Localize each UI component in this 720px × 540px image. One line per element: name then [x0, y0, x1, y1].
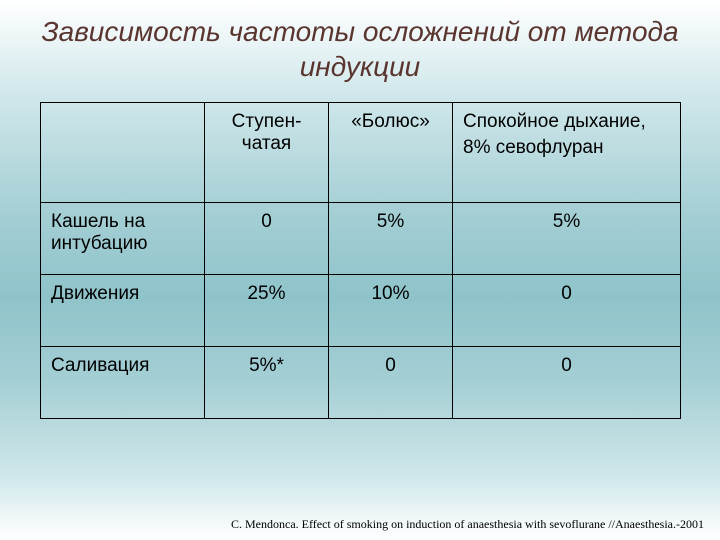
row-val: 0: [453, 347, 681, 419]
table-header-row: Ступен-чатая «Болюс» Спокойное дыхание, …: [41, 103, 681, 203]
complications-table: Ступен-чатая «Болюс» Спокойное дыхание, …: [40, 102, 681, 419]
row-label: Кашель на интубацию: [41, 203, 205, 275]
citation-text: C. Mendonca. Effect of smoking on induct…: [231, 517, 704, 532]
row-val: 25%: [205, 275, 329, 347]
row-val: 0: [205, 203, 329, 275]
row-val: 5%*: [205, 347, 329, 419]
complications-table-wrap: Ступен-чатая «Болюс» Спокойное дыхание, …: [40, 102, 680, 419]
row-label: Движения: [41, 275, 205, 347]
row-val: 10%: [329, 275, 453, 347]
table-row: Кашель на интубацию 0 5% 5%: [41, 203, 681, 275]
row-label: Саливация: [41, 347, 205, 419]
header-blank: [41, 103, 205, 203]
row-val: 5%: [329, 203, 453, 275]
slide-title: Зависимость частоты осложнений от метода…: [0, 0, 720, 94]
table-row: Движения 25% 10% 0: [41, 275, 681, 347]
header-stepwise: Ступен-чатая: [205, 103, 329, 203]
header-bolus: «Болюс»: [329, 103, 453, 203]
row-val: 0: [329, 347, 453, 419]
header-tidal: Спокойное дыхание, 8% севофлуран: [453, 103, 681, 203]
row-val: 0: [453, 275, 681, 347]
header-tidal-line1: Спокойное дыхание,: [463, 111, 646, 132]
row-val: 5%: [453, 203, 681, 275]
table-row: Саливация 5%* 0 0: [41, 347, 681, 419]
header-tidal-line2: 8% севофлуран: [463, 137, 670, 159]
